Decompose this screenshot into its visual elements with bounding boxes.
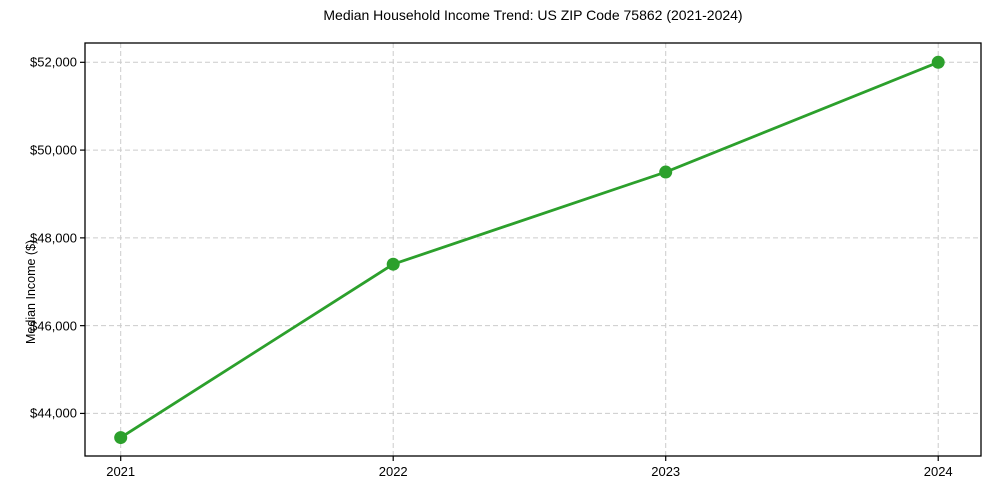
x-tick-label: 2024	[923, 464, 953, 479]
y-tick-label: $50,000	[30, 142, 77, 158]
data-point-marker	[931, 55, 945, 69]
chart-title: Median Household Income Trend: US ZIP Co…	[323, 7, 743, 23]
x-tick-label: 2021	[106, 464, 136, 479]
y-tick-label: $52,000	[30, 54, 77, 70]
data-point-marker	[386, 257, 400, 271]
data-point-marker	[114, 431, 128, 445]
x-tick-label: 2022	[378, 464, 408, 479]
data-point-marker	[659, 165, 673, 179]
y-tick-label: $46,000	[30, 318, 77, 334]
axes-spines	[84, 42, 982, 457]
trend-line	[119, 60, 940, 439]
y-tick-label: $48,000	[30, 230, 77, 246]
y-tick-label: $44,000	[30, 405, 77, 421]
x-tick-label: 2023	[651, 464, 681, 479]
